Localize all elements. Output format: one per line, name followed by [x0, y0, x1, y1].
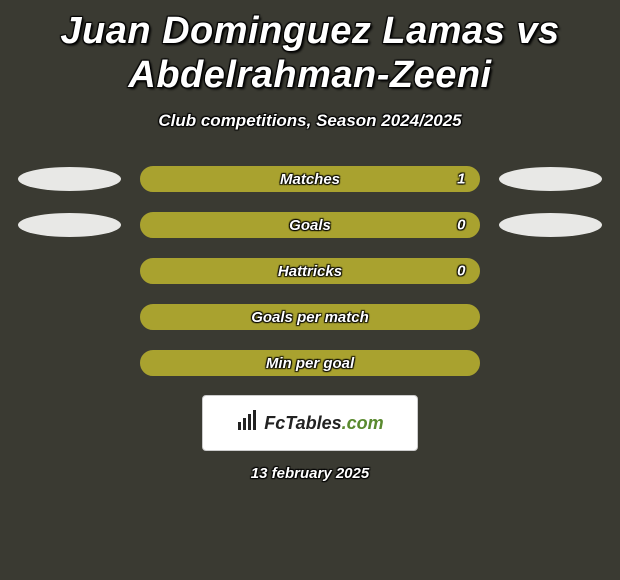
- stat-bar: Goals per match: [139, 303, 480, 331]
- stat-label: Hattricks: [278, 263, 342, 280]
- stat-row: Matches 1: [10, 165, 610, 193]
- stat-rows: Matches 1 Goals 0 Hattricks 0 Goals per match M…: [10, 165, 610, 377]
- stat-row: Goals 0: [10, 211, 610, 239]
- stat-bar: Matches 1: [139, 165, 480, 193]
- stat-row: Min per goal: [10, 349, 610, 377]
- stat-label: Goals: [289, 217, 331, 234]
- page-title: Juan Dominguez Lamas vs Abdelrahman-Zeen…: [10, 10, 610, 97]
- right-value-pill: [499, 213, 602, 237]
- stat-label: Matches: [280, 171, 340, 188]
- stat-bar: Hattricks 0: [139, 257, 480, 285]
- stat-bar: Min per goal: [139, 349, 480, 377]
- stat-row: Goals per match: [10, 303, 610, 331]
- stat-value: 0: [457, 217, 465, 234]
- stat-label: Min per goal: [266, 355, 354, 372]
- stat-row: Hattricks 0: [10, 257, 610, 285]
- left-value-pill: [18, 213, 121, 237]
- logo-chart-icon: [236, 410, 258, 437]
- logo-domain: .com: [342, 413, 384, 433]
- stat-bar: Goals 0: [139, 211, 480, 239]
- stat-value: 1: [457, 171, 465, 188]
- logo-text: FcTables.com: [264, 413, 383, 434]
- stat-label: Goals per match: [251, 309, 369, 326]
- logo-badge: FcTables.com: [202, 395, 418, 451]
- left-value-pill: [18, 167, 121, 191]
- right-value-pill: [499, 167, 602, 191]
- subtitle: Club competitions, Season 2024/2025: [10, 111, 610, 131]
- date-text: 13 february 2025: [10, 465, 610, 482]
- stat-value: 0: [457, 263, 465, 280]
- logo-brand: FcTables: [264, 413, 341, 433]
